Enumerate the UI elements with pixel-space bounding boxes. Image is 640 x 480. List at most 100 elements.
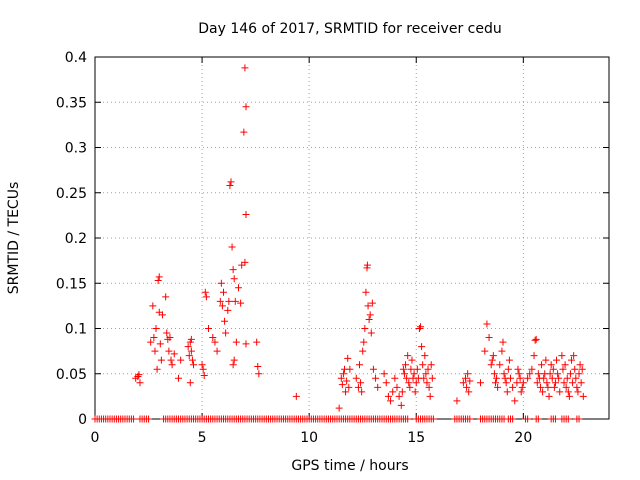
data-point (466, 377, 474, 385)
data-point (147, 338, 155, 346)
data-point (426, 392, 434, 400)
zero-data-point (534, 415, 542, 423)
zero-data-point (509, 415, 517, 423)
data-point (562, 383, 570, 391)
data-point (359, 347, 367, 355)
data-point (559, 365, 567, 373)
data-point (362, 288, 370, 296)
x-axis-label: GPS time / hours (291, 458, 408, 474)
data-point (574, 388, 582, 396)
data-point (231, 297, 239, 305)
data-point (524, 374, 532, 382)
data-point (209, 334, 217, 342)
data-point (230, 275, 238, 283)
data-point (229, 266, 237, 274)
data-point (491, 379, 499, 387)
data-point (398, 388, 406, 396)
data-point (403, 374, 411, 382)
data-point (548, 374, 556, 382)
data-point (496, 361, 504, 369)
data-point (543, 379, 551, 387)
data-point (253, 338, 261, 346)
data-point (560, 379, 568, 387)
data-point (218, 302, 226, 310)
zero-data-point (145, 415, 153, 423)
data-point (364, 302, 372, 310)
data-point (477, 379, 484, 387)
data-point (156, 340, 164, 348)
zero-data-point (130, 415, 138, 423)
data-point (462, 374, 470, 382)
zero-data-point (429, 415, 437, 423)
data-point (531, 336, 539, 344)
data-point (503, 388, 511, 396)
data-point (579, 392, 587, 400)
data-point (357, 379, 365, 387)
data-point (514, 365, 522, 373)
data-point (425, 383, 433, 391)
axis-ticks: 0 0.05 0.1 0.15 0.2 0.25 0.3 0.35 0.4 0 5 10 15 20 (56, 50, 609, 446)
chart-title: Day 146 of 2017, SRMTID for receiver ced… (198, 21, 501, 37)
zero-data-point (524, 415, 532, 423)
data-point (199, 365, 207, 373)
data-point (368, 299, 376, 307)
data-point (201, 288, 209, 296)
data-point (198, 361, 206, 369)
y-tick-label: 0.05 (56, 367, 87, 383)
grid-lines (95, 57, 609, 419)
data-point (485, 334, 493, 342)
data-point (536, 383, 544, 391)
data-point (240, 128, 248, 136)
data-point (517, 388, 525, 396)
data-point (346, 365, 354, 373)
data-point (533, 379, 541, 387)
data-point (518, 383, 526, 391)
x-tick-label: 20 (514, 430, 532, 446)
data-point (225, 297, 233, 305)
data-point (232, 338, 240, 346)
data-point (549, 365, 557, 373)
y-tick-label: 0.15 (56, 276, 87, 292)
data-point (175, 374, 183, 382)
x-tick-label: 5 (198, 430, 207, 446)
data-point (500, 370, 508, 378)
data-point (242, 210, 250, 218)
data-point (150, 334, 158, 342)
data-point (488, 356, 496, 364)
data-point (389, 388, 397, 396)
data-point (358, 388, 366, 396)
y-tick-label: 0.25 (56, 186, 87, 202)
data-point (154, 277, 162, 285)
data-point (374, 383, 382, 391)
data-point (547, 361, 555, 369)
data-point (162, 293, 170, 301)
data-point (135, 371, 143, 379)
data-point (216, 297, 224, 305)
data-point (530, 352, 538, 360)
data-point (399, 365, 407, 373)
data-point (338, 381, 346, 389)
data-point (363, 261, 371, 269)
data-point (190, 361, 198, 369)
data-point (167, 356, 175, 364)
data-point (459, 379, 467, 387)
data-point (405, 379, 413, 387)
data-point (404, 352, 412, 360)
data-point (418, 343, 426, 351)
data-point (516, 374, 524, 382)
y-tick-label: 0 (78, 412, 87, 428)
data-point (481, 347, 489, 355)
data-point (134, 372, 142, 380)
data-point (200, 372, 208, 380)
data-point (556, 388, 564, 396)
data-point (558, 352, 566, 360)
data-point (540, 374, 548, 382)
data-point (410, 370, 418, 378)
data-point (528, 365, 536, 373)
data-point (151, 347, 159, 355)
data-point (538, 361, 546, 369)
data-point (224, 306, 232, 314)
y-tick-label: 0.2 (65, 231, 87, 247)
zero-data-point (466, 415, 474, 423)
